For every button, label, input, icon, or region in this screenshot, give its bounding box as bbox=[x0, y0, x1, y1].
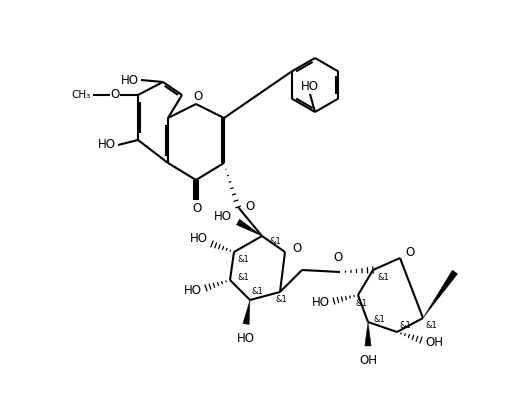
Polygon shape bbox=[423, 270, 458, 318]
Text: O: O bbox=[192, 201, 202, 214]
Text: HO: HO bbox=[98, 138, 116, 151]
Text: &1: &1 bbox=[356, 298, 368, 308]
Text: HO: HO bbox=[237, 332, 255, 345]
Text: HO: HO bbox=[121, 74, 139, 87]
Text: OH: OH bbox=[425, 335, 443, 348]
Text: O: O bbox=[111, 88, 120, 101]
Text: &1: &1 bbox=[378, 274, 390, 282]
Text: HO: HO bbox=[214, 210, 232, 223]
Text: O: O bbox=[193, 90, 203, 103]
Text: &1: &1 bbox=[400, 322, 412, 330]
Text: &1: &1 bbox=[276, 295, 288, 304]
Text: &1: &1 bbox=[425, 322, 437, 330]
Polygon shape bbox=[243, 300, 250, 324]
Text: HO: HO bbox=[184, 284, 202, 297]
Text: OH: OH bbox=[359, 354, 377, 367]
Text: CH₃: CH₃ bbox=[72, 90, 91, 100]
Text: &1: &1 bbox=[252, 287, 264, 297]
Polygon shape bbox=[365, 322, 371, 346]
Text: HO: HO bbox=[312, 297, 330, 309]
Text: O: O bbox=[405, 247, 415, 260]
Text: HO: HO bbox=[190, 232, 208, 245]
Text: &1: &1 bbox=[270, 236, 282, 245]
Polygon shape bbox=[236, 219, 262, 236]
Text: &1: &1 bbox=[374, 315, 386, 324]
Text: &1: &1 bbox=[238, 274, 250, 282]
Text: O: O bbox=[292, 243, 301, 256]
Text: &1: &1 bbox=[238, 256, 250, 265]
Text: O: O bbox=[333, 251, 343, 264]
Text: O: O bbox=[245, 199, 254, 212]
Text: HO: HO bbox=[301, 79, 319, 92]
